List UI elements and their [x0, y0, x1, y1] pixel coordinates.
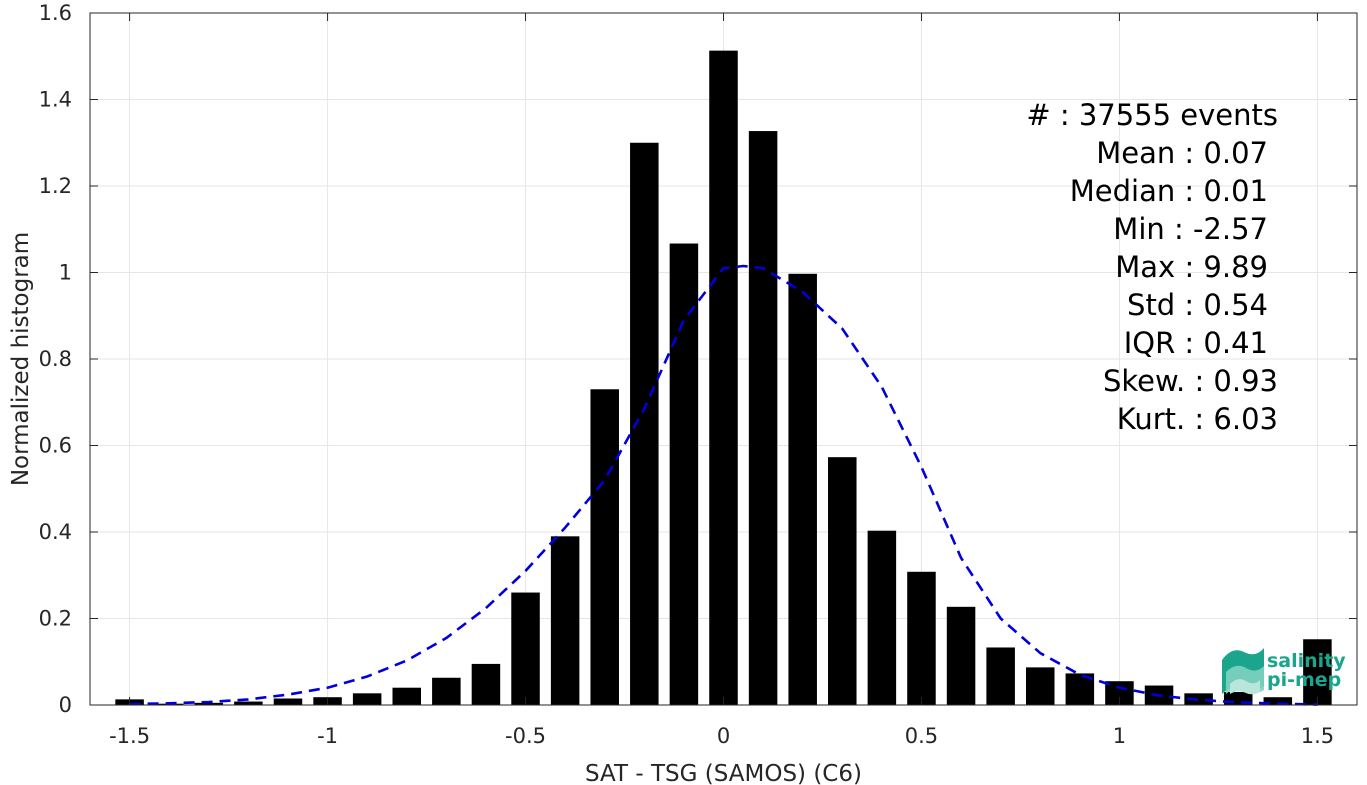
histogram-bar	[907, 571, 936, 705]
x-tick-label: -0.5	[505, 724, 546, 748]
histogram-bar	[1105, 681, 1134, 705]
histogram-bar	[234, 701, 263, 705]
histogram-bar	[1025, 667, 1055, 705]
x-axis-label: SAT - TSG (SAMOS) (C6)	[585, 761, 862, 785]
y-tick-labels: 0 0.2 0.4 0.6 0.8 1 1.2 1.4 1.6	[39, 1, 72, 717]
histogram-bar	[630, 142, 659, 705]
stat-line: Min : -2.57	[1113, 212, 1268, 246]
stat-line: IQR : 0.41	[1124, 326, 1268, 360]
stat-line: Mean : 0.07	[1096, 136, 1268, 170]
histogram-bar	[867, 530, 897, 705]
stat-line: # : 37555 events	[1026, 98, 1278, 132]
stat-line: Std : 0.54	[1127, 288, 1268, 322]
histogram-bar	[511, 592, 540, 705]
histogram-bar	[828, 457, 857, 705]
y-tick-label: 0.6	[39, 434, 72, 458]
statistics-annotation: # : 37555 events Mean : 0.07 Median : 0.01…	[1026, 98, 1278, 436]
stat-line: Max : 9.89	[1115, 250, 1268, 284]
histogram-bar	[273, 698, 303, 705]
logo-text-line1: salinity	[1267, 650, 1346, 672]
x-tick-label: 1	[1113, 724, 1126, 748]
y-tick-label: 1	[59, 261, 72, 285]
y-tick-label: 0	[59, 693, 72, 717]
histogram-bar	[946, 606, 976, 705]
histogram-bar	[590, 389, 619, 705]
stat-line: Skew. : 0.93	[1103, 364, 1278, 398]
y-tick-label: 1.2	[39, 174, 72, 198]
histogram-bar	[748, 131, 778, 705]
x-tick-label: 0.5	[905, 724, 938, 748]
histogram-bar	[392, 687, 422, 705]
histogram-bar	[1263, 697, 1293, 705]
histogram-bar	[986, 647, 1015, 705]
histogram-bar	[669, 243, 699, 705]
y-tick-label: 1.4	[39, 88, 72, 112]
x-tick-labels: -1.5 -1 -0.5 0 0.5 1 1.5	[109, 724, 1334, 748]
stat-line: Kurt. : 6.03	[1117, 402, 1278, 436]
x-tick-label: -1.5	[109, 724, 150, 748]
histogram-bar	[1303, 639, 1332, 705]
x-tick-label: 0	[717, 724, 730, 748]
histogram-bar	[352, 693, 382, 705]
y-tick-label: 1.6	[39, 1, 72, 25]
y-tick-label: 0.2	[39, 607, 72, 631]
histogram-bar	[550, 536, 580, 705]
x-tick-label: -1	[317, 724, 338, 748]
y-tick-label: 0.4	[39, 520, 72, 544]
normal-fit-curve	[129, 264, 1318, 706]
salinity-pimep-logo: salinity pi-mep	[1222, 648, 1346, 695]
histogram-bar	[788, 273, 817, 705]
histogram-bar	[471, 663, 501, 705]
histogram-bar	[709, 50, 738, 705]
y-tick-label: 0.8	[39, 347, 72, 371]
stat-line: Median : 0.01	[1070, 174, 1268, 208]
logo-text-line2: pi-mep	[1267, 669, 1341, 691]
x-tick-label: 1.5	[1301, 724, 1334, 748]
histogram-bars	[115, 50, 1332, 705]
histogram-bar	[432, 677, 461, 705]
logo-wave-icon	[1222, 648, 1264, 695]
histogram-bar	[1184, 693, 1213, 705]
histogram-bar	[194, 702, 224, 705]
y-axis-label: Normalized histogram	[8, 232, 34, 486]
axis-ticks	[90, 12, 1357, 706]
